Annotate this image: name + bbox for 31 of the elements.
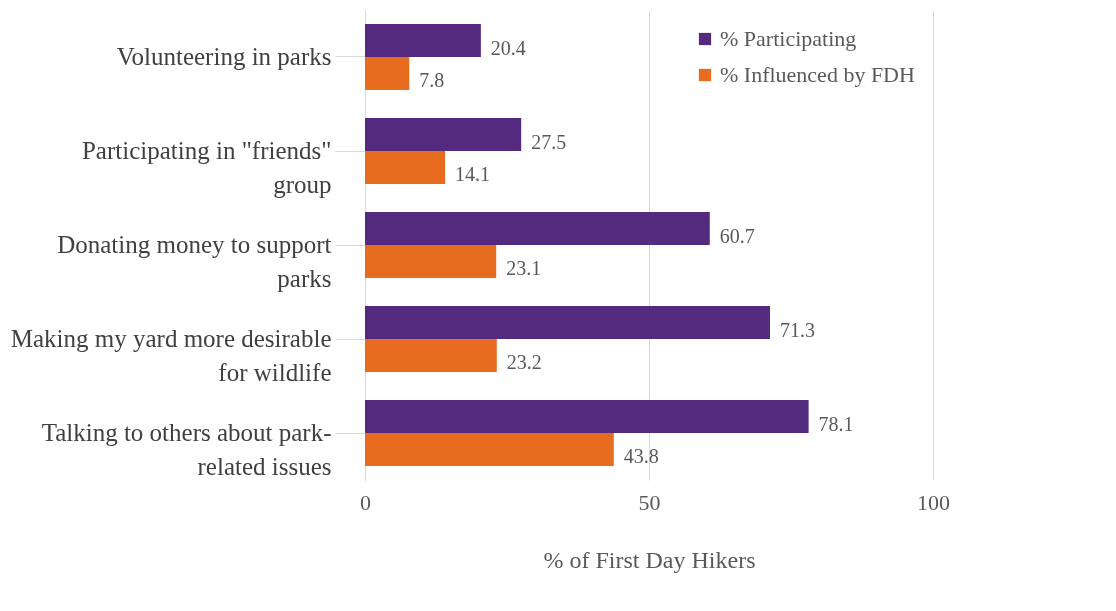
- data-label: 60.7: [719, 224, 755, 247]
- data-label: 14.1: [455, 163, 491, 186]
- y-tick-label: Participating in "friends" group: [81, 137, 332, 198]
- y-tick-label: Making my yard more desirable for wildlife: [10, 325, 332, 386]
- y-tick-label: Donating money to support parks: [57, 231, 332, 292]
- bar: [365, 151, 446, 184]
- data-label: 27.5: [531, 130, 567, 153]
- bar: [365, 339, 497, 372]
- x-tick-label: 100: [917, 489, 950, 515]
- bar: [365, 57, 410, 90]
- bar: [365, 118, 522, 151]
- legend-label: % Influenced by FDH: [720, 62, 916, 87]
- bar: [365, 245, 497, 278]
- data-label: 23.2: [506, 351, 542, 374]
- x-tick-label: 0: [360, 489, 371, 515]
- bar: [365, 212, 710, 245]
- x-axis-title: % of First Day Hikers: [543, 546, 756, 573]
- data-label: 71.3: [779, 318, 815, 341]
- bar: [365, 24, 481, 57]
- y-tick-label: Talking to others about park-related issues: [41, 419, 332, 480]
- bar: [365, 306, 770, 339]
- bar: [365, 400, 809, 433]
- data-label: 20.4: [490, 36, 526, 59]
- data-label: 43.8: [623, 445, 659, 468]
- bar: [365, 433, 614, 466]
- y-tick-label: Volunteering in parks: [116, 43, 332, 70]
- legend-label: % Participating: [720, 26, 857, 51]
- data-label: 78.1: [818, 412, 854, 435]
- data-label: 23.1: [506, 257, 542, 280]
- x-tick-label: 50: [638, 489, 661, 515]
- data-label: 7.8: [419, 69, 445, 92]
